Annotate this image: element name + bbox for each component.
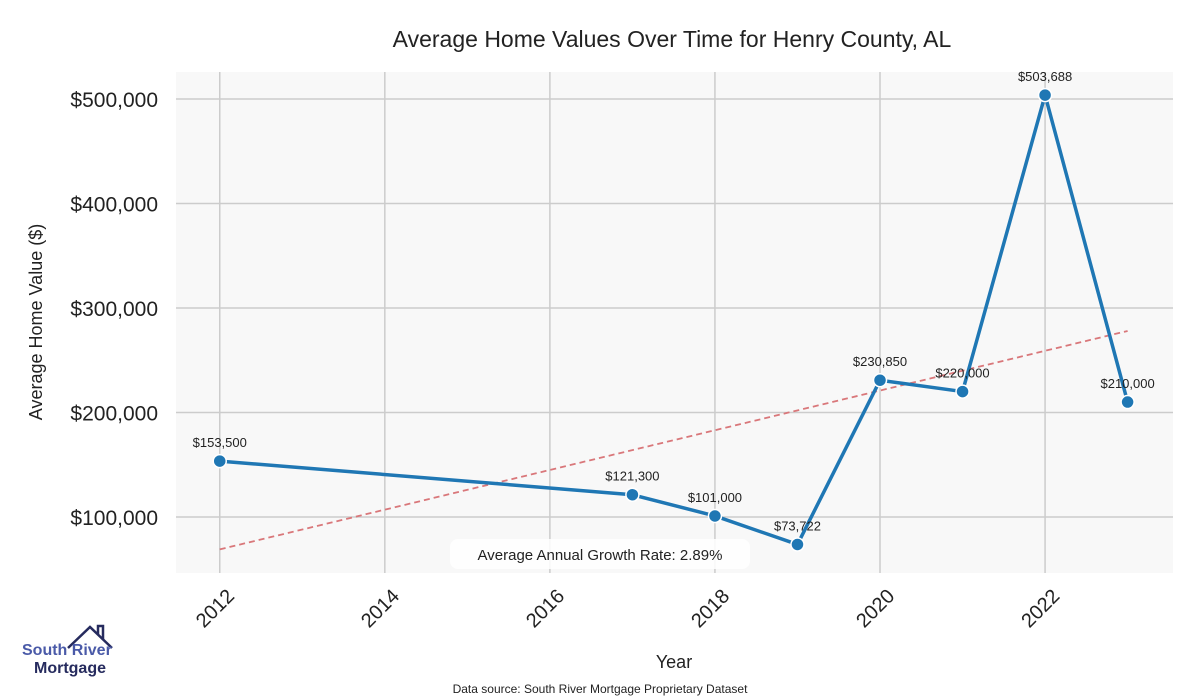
logo-line1: South River [22, 642, 112, 659]
x-tick-label: 2012 [192, 585, 239, 632]
data-label: $153,500 [193, 435, 247, 450]
data-label: $210,000 [1100, 376, 1154, 391]
y-axis-label: Average Home Value ($) [26, 224, 46, 420]
y-tick-label: $200,000 [70, 402, 158, 425]
trend-line [219, 330, 1128, 551]
data-label: $503,688 [1018, 69, 1072, 84]
logo-line2: Mortgage [34, 660, 106, 677]
chart-title: Average Home Values Over Time for Henry … [393, 26, 952, 52]
y-tick-label: $100,000 [70, 507, 158, 530]
data-label: $73,722 [774, 518, 821, 533]
x-tick-label: 2018 [687, 585, 734, 632]
y-tick-label: $400,000 [70, 193, 158, 216]
data-point [1120, 394, 1135, 410]
data-label: $121,300 [605, 469, 659, 484]
data-point [790, 537, 805, 552]
growth-rate-annotation: Average Annual Growth Rate: 2.89% [478, 547, 723, 564]
series-line [219, 93, 1130, 547]
x-axis-label: Year [656, 652, 692, 672]
house-icon [67, 624, 113, 649]
y-tick-label: $500,000 [70, 89, 158, 112]
plot-area [176, 72, 1173, 573]
data-point [1037, 87, 1053, 103]
data-point [707, 508, 723, 524]
y-tick-label: $300,000 [70, 298, 158, 321]
data-label: $220,000 [935, 366, 989, 381]
annotation-box [450, 539, 750, 569]
x-tick-label: 2014 [357, 585, 404, 632]
south-river-mortgage-logo: South River Mortgage [22, 622, 122, 682]
x-tick-label: 2022 [1017, 585, 1064, 632]
data-source: Data source: South River Mortgage Propri… [453, 682, 748, 696]
data-label: $101,000 [688, 490, 742, 505]
data-point [955, 384, 970, 399]
data-point [872, 372, 888, 388]
x-tick-label: 2016 [522, 585, 569, 632]
data-point [625, 487, 640, 502]
x-tick-label: 2020 [852, 585, 899, 632]
data-point [212, 453, 227, 469]
data-label: $230,850 [853, 354, 907, 369]
